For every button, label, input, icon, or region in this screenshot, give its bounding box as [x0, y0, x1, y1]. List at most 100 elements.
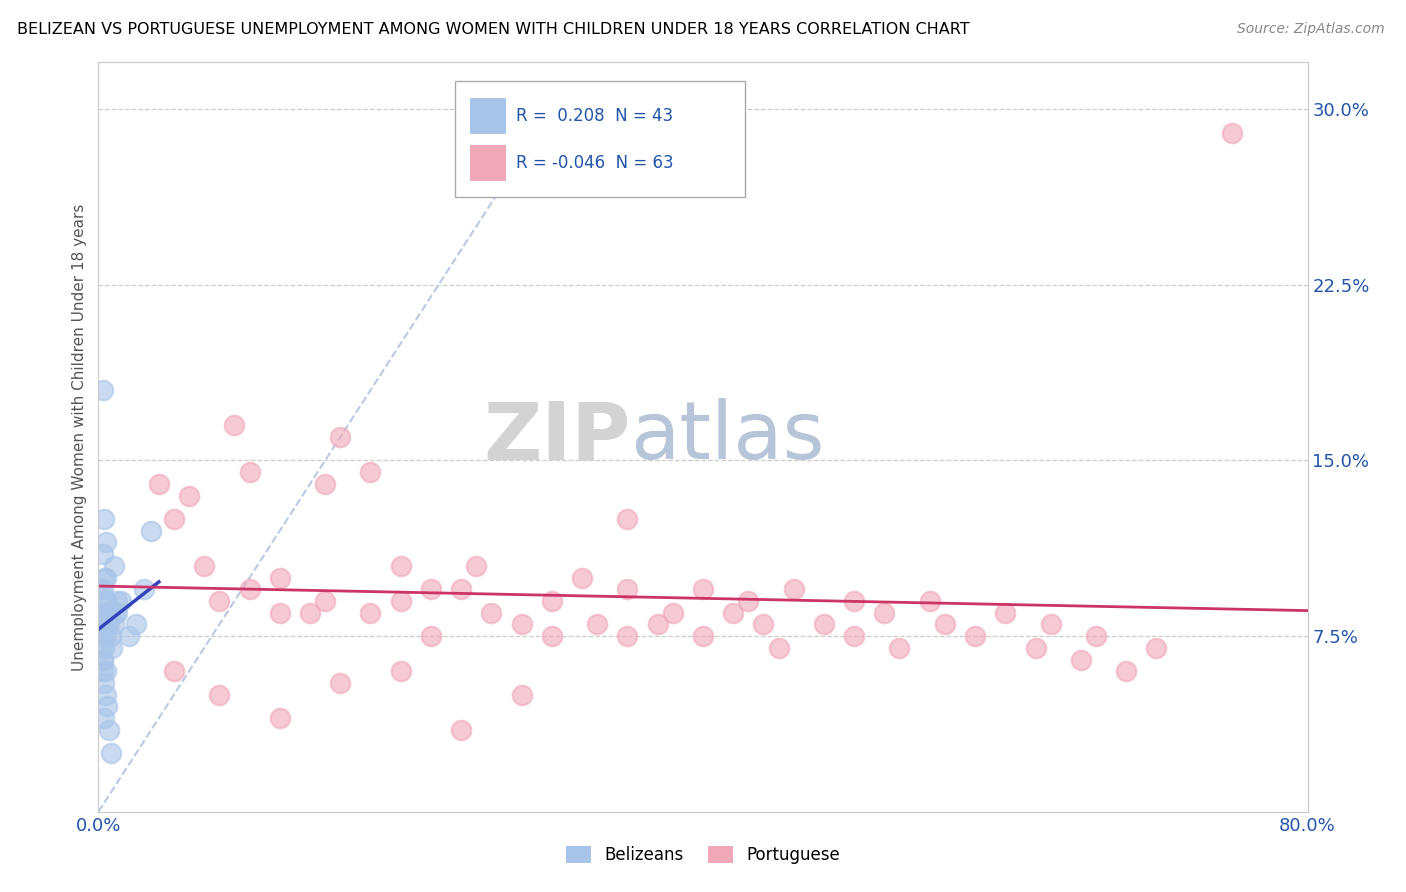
Point — [389, 664, 412, 679]
Point — [90, 582, 112, 597]
Text: atlas: atlas — [630, 398, 825, 476]
Bar — [470, 145, 506, 181]
Point — [844, 594, 866, 608]
Point — [889, 640, 911, 655]
Point — [104, 606, 127, 620]
Point — [420, 629, 443, 643]
Point — [768, 640, 790, 655]
Point — [994, 606, 1017, 620]
Point — [141, 524, 163, 538]
Point — [110, 594, 132, 608]
Text: Source: ZipAtlas.com: Source: ZipAtlas.com — [1237, 22, 1385, 37]
Point — [93, 571, 115, 585]
Point — [94, 594, 117, 608]
Point — [91, 664, 114, 679]
Point — [918, 594, 941, 608]
Point — [94, 629, 117, 643]
Point — [94, 688, 117, 702]
Point — [93, 617, 115, 632]
Point — [1115, 664, 1137, 679]
Point — [329, 430, 352, 444]
Point — [783, 582, 806, 597]
Point — [481, 606, 503, 620]
Point — [101, 640, 124, 655]
Point — [510, 617, 533, 632]
Point — [163, 512, 186, 526]
Point — [465, 558, 488, 573]
Point — [389, 558, 412, 573]
Point — [239, 465, 262, 479]
Point — [193, 558, 215, 573]
Point — [132, 582, 155, 597]
Point — [94, 535, 117, 549]
Point — [93, 711, 115, 725]
Point — [94, 594, 117, 608]
Point — [873, 606, 896, 620]
Point — [90, 640, 112, 655]
Legend: Belizeans, Portuguese: Belizeans, Portuguese — [560, 839, 846, 871]
Point — [723, 606, 745, 620]
Text: R =  0.208  N = 43: R = 0.208 N = 43 — [516, 107, 672, 125]
Point — [450, 582, 472, 597]
Point — [100, 629, 122, 643]
Point — [510, 688, 533, 702]
Point — [239, 582, 262, 597]
Point — [692, 629, 714, 643]
Point — [91, 606, 114, 620]
Y-axis label: Unemployment Among Women with Children Under 18 years: Unemployment Among Women with Children U… — [72, 203, 87, 671]
Text: ZIP: ZIP — [484, 398, 630, 476]
Point — [105, 606, 128, 620]
Point — [96, 699, 118, 714]
Point — [96, 606, 118, 620]
Point — [103, 558, 125, 573]
Point — [965, 629, 987, 643]
Point — [96, 606, 118, 620]
Point — [105, 594, 128, 608]
Bar — [470, 97, 506, 134]
Point — [91, 547, 114, 561]
Point — [91, 652, 114, 666]
Point — [208, 688, 231, 702]
Point — [934, 617, 956, 632]
Point — [540, 629, 562, 643]
Point — [616, 582, 638, 597]
Point — [148, 476, 170, 491]
Point — [389, 594, 412, 608]
Point — [118, 629, 141, 643]
Point — [96, 617, 118, 632]
Text: R = -0.046  N = 63: R = -0.046 N = 63 — [516, 153, 673, 172]
Point — [98, 723, 121, 737]
Point — [737, 594, 759, 608]
Point — [163, 664, 186, 679]
Point — [93, 676, 115, 690]
Point — [103, 617, 125, 632]
Point — [94, 664, 117, 679]
Point — [314, 476, 336, 491]
Point — [692, 582, 714, 597]
Point — [179, 489, 201, 503]
Point — [269, 606, 291, 620]
Point — [752, 617, 775, 632]
Point — [269, 571, 291, 585]
Point — [540, 594, 562, 608]
Point — [100, 746, 122, 760]
Point — [299, 606, 322, 620]
Point — [91, 652, 114, 666]
Point — [91, 582, 114, 597]
Point — [1039, 617, 1062, 632]
Point — [98, 617, 121, 632]
Point — [93, 512, 115, 526]
Point — [96, 606, 118, 620]
Point — [844, 629, 866, 643]
Point — [208, 594, 231, 608]
Point — [1070, 652, 1092, 666]
Point — [314, 594, 336, 608]
Point — [1085, 629, 1108, 643]
Point — [91, 384, 114, 398]
Point — [360, 606, 382, 620]
Bar — [456, 81, 745, 197]
Point — [1024, 640, 1046, 655]
Point — [90, 629, 112, 643]
Point — [420, 582, 443, 597]
Point — [125, 617, 148, 632]
